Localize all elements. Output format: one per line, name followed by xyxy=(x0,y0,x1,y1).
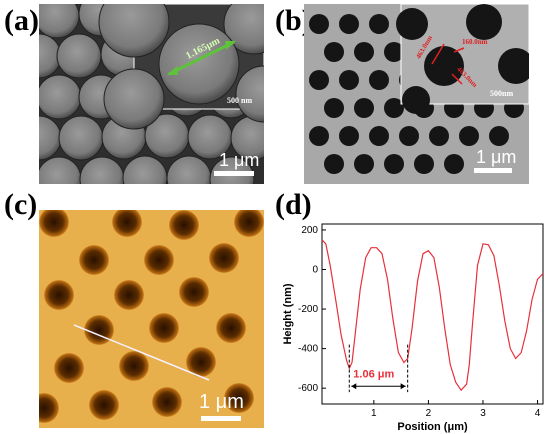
afm-height-map xyxy=(39,210,264,428)
pore-array-graphic xyxy=(304,4,529,184)
panel-b-scalebar xyxy=(474,168,512,173)
y-tick-label: 200 xyxy=(301,225,318,236)
panel-c-scalebar xyxy=(201,416,241,421)
height-profile-line xyxy=(321,239,544,392)
panel-b-hole-label-2: 160.0nm xyxy=(462,38,488,46)
y-tick-label: -200 xyxy=(298,304,318,315)
panel-b-scalebar-label: 1 μm xyxy=(476,147,517,167)
panel-c-letter: (c) xyxy=(4,188,38,221)
x-tick-label: 2 xyxy=(426,408,432,419)
panel-a-sem-image: 1.165μm 500 nm 1 μm xyxy=(39,4,264,184)
period-annotation-label: 1.06 μm xyxy=(353,368,394,380)
height-profile-chart: 1 2 3 4 200 0 -200 -400 -600 Position (μm) Heigh… xyxy=(282,223,544,433)
y-tick-label: -600 xyxy=(298,383,318,394)
y-tick-label: 0 xyxy=(312,264,318,275)
chart-ticks: 1 2 3 4 200 0 -200 -400 -600 xyxy=(298,225,541,419)
panel-c-scalebar-label: 1 μm xyxy=(199,391,244,413)
x-tick-label: 1 xyxy=(371,408,377,419)
period-annotation xyxy=(348,344,409,393)
arrowhead-right xyxy=(400,383,406,390)
panel-a-scalebar-label: 1 μm xyxy=(219,150,260,170)
x-axis-label: Position (μm) xyxy=(397,421,468,433)
panel-d-letter: (d) xyxy=(275,188,312,221)
chart-axes xyxy=(321,223,544,405)
panel-b-inset-scalebar-label: 500nm xyxy=(490,89,514,98)
plot-frame xyxy=(321,223,544,405)
panel-b-sem-image: 463.0nm 160.0nm 463.0nm 500nm 1 μm xyxy=(304,4,529,184)
panel-a-letter: (a) xyxy=(4,4,39,37)
panel-a-inset-scalebar-label: 500 nm xyxy=(227,96,253,105)
panel-c-afm-image: 1 μm xyxy=(39,210,264,428)
y-axis-label: Height (nm) xyxy=(282,283,294,344)
x-tick-label: 4 xyxy=(535,408,541,419)
x-tick-label: 3 xyxy=(480,408,486,419)
panel-a-scalebar xyxy=(214,171,254,176)
arrowhead-left xyxy=(351,383,357,390)
sphere-array-graphic xyxy=(39,4,264,184)
y-tick-label: -400 xyxy=(298,344,318,355)
